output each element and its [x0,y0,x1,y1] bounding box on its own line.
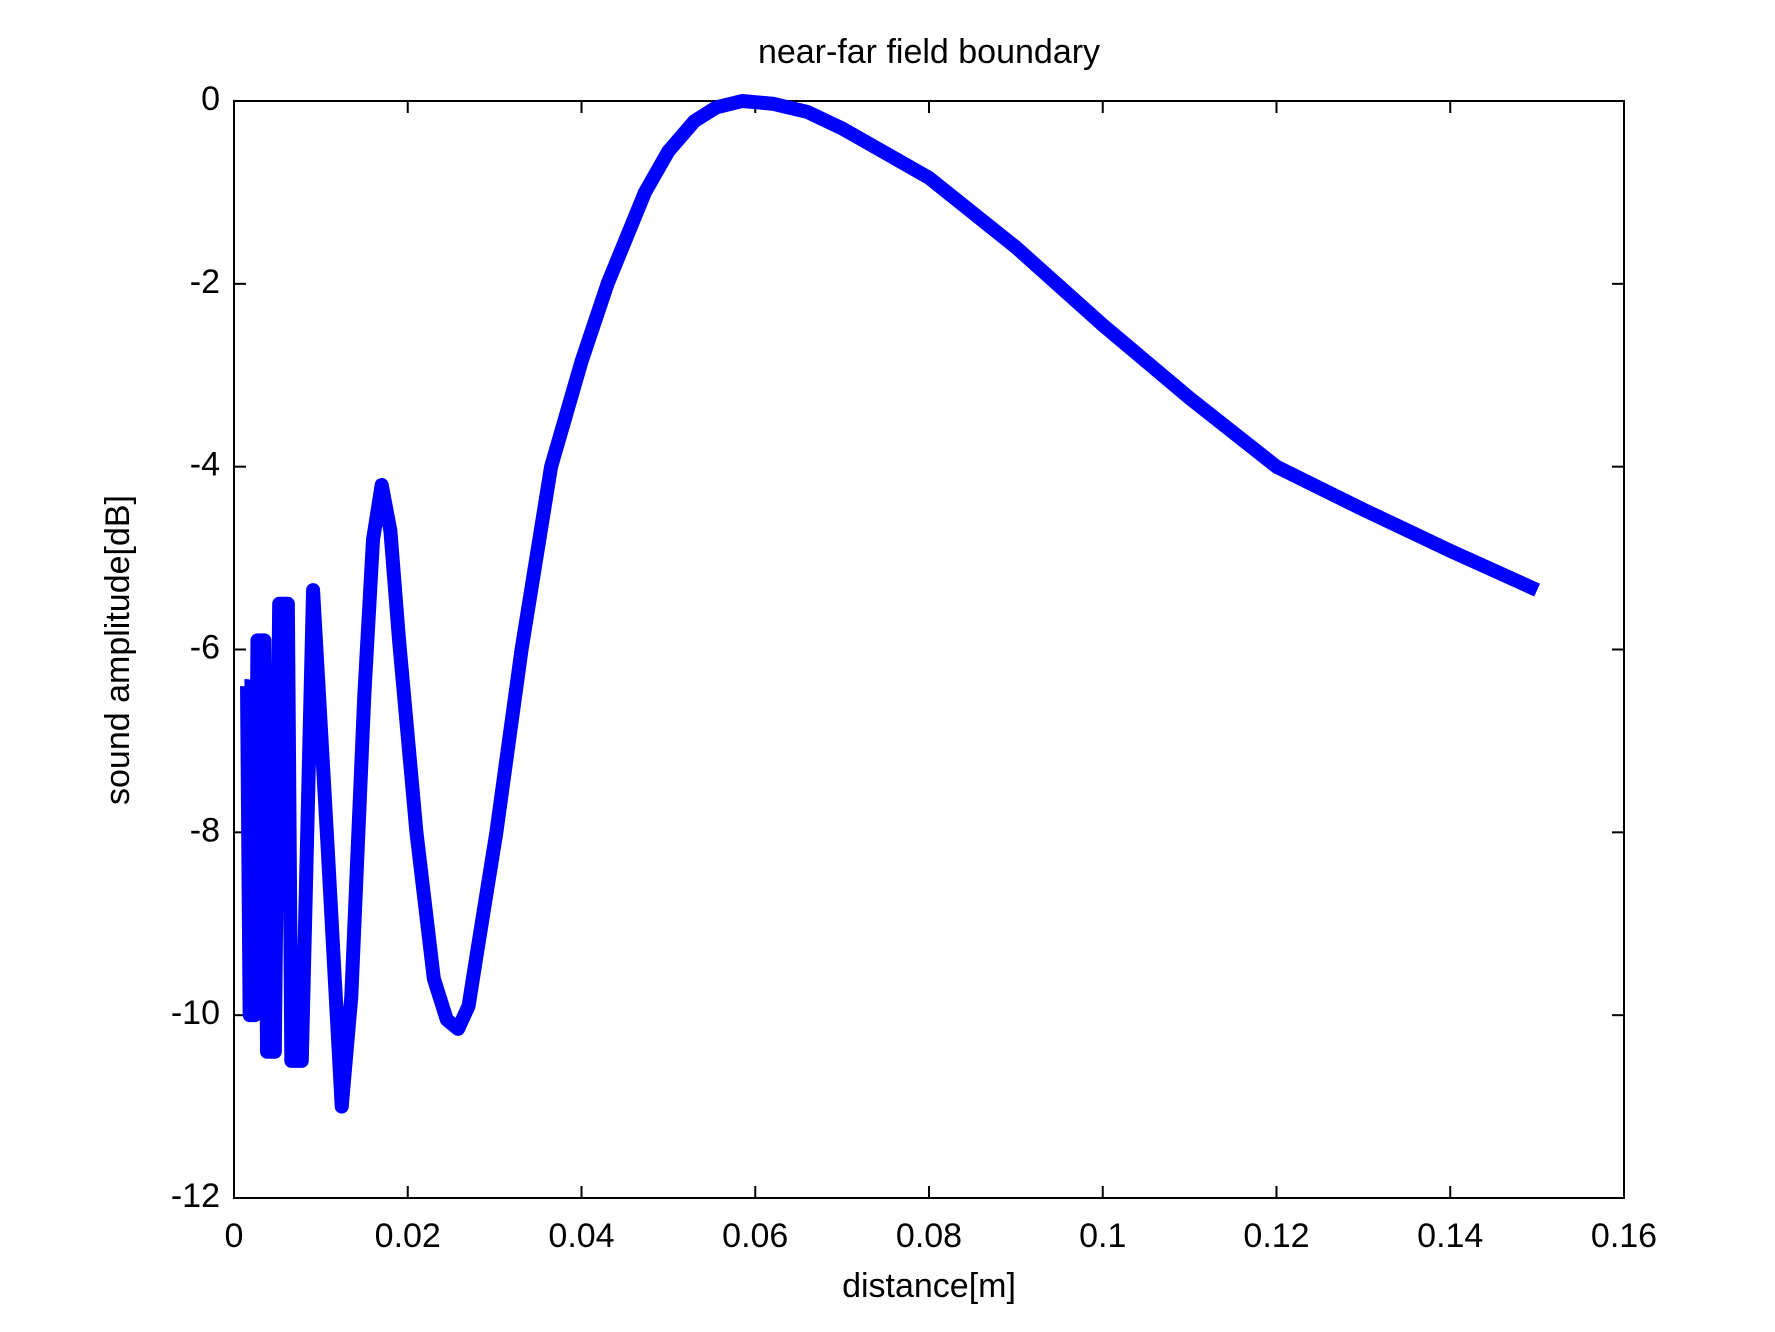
x-tick-label: 0.08 [896,1217,962,1255]
data-line [240,94,1541,1114]
y-tick-label: -2 [190,263,220,301]
y-tick-label: -8 [190,811,220,849]
y-axis-label: sound amplitude[dB] [99,495,137,805]
y-tick-label: -4 [190,446,220,484]
x-tick-label: 0.06 [722,1217,788,1255]
x-tick-label: 0.12 [1243,1217,1309,1255]
chart-title: near-far field boundary [758,33,1100,71]
x-tick-label: 0.1 [1079,1217,1126,1255]
y-tick-label: -12 [171,1177,220,1215]
plot-area [233,100,1625,1199]
x-tick-label: 0.02 [375,1217,441,1255]
x-tick-label: 0.16 [1591,1217,1657,1255]
x-tick-label: 0.14 [1417,1217,1483,1255]
y-tick-label: 0 [201,80,220,118]
y-tick-label: -10 [171,994,220,1032]
x-tick-label: 0 [225,1217,244,1255]
y-tick-label: -6 [190,628,220,666]
x-axis-label: distance[m] [842,1267,1016,1305]
x-tick-label: 0.04 [548,1217,614,1255]
